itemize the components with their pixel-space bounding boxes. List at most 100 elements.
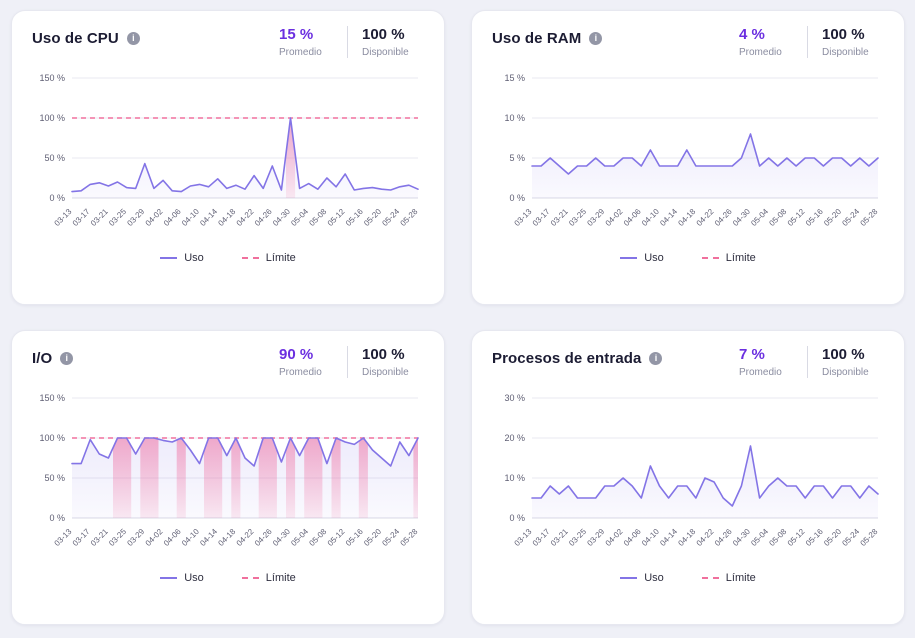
svg-text:04-06: 04-06 xyxy=(622,527,643,548)
promedio-label: Promedio xyxy=(739,47,782,58)
svg-text:04-18: 04-18 xyxy=(676,207,697,228)
svg-text:03-13: 03-13 xyxy=(53,527,74,548)
svg-text:05-24: 05-24 xyxy=(840,207,861,228)
svg-text:0 %: 0 % xyxy=(509,193,525,203)
legend-uso-label: Uso xyxy=(184,252,204,264)
svg-text:05-12: 05-12 xyxy=(326,527,347,548)
svg-text:0 %: 0 % xyxy=(509,513,525,523)
svg-text:05-08: 05-08 xyxy=(767,527,788,548)
chart-legend: Uso Límite xyxy=(32,248,424,268)
svg-text:05-20: 05-20 xyxy=(822,527,843,548)
svg-text:05-16: 05-16 xyxy=(804,207,825,228)
svg-text:03-13: 03-13 xyxy=(513,527,534,548)
legend-uso-label: Uso xyxy=(644,252,664,264)
svg-text:03-29: 03-29 xyxy=(125,207,146,228)
svg-text:04-10: 04-10 xyxy=(180,527,201,548)
svg-text:05-16: 05-16 xyxy=(344,207,365,228)
card-stats: 15 % Promedio 100 % Disponible xyxy=(279,26,424,58)
disponible-label: Disponible xyxy=(362,367,409,378)
svg-text:05-28: 05-28 xyxy=(399,527,420,548)
svg-text:05-20: 05-20 xyxy=(822,207,843,228)
svg-text:30 %: 30 % xyxy=(504,393,525,403)
card-stats: 7 % Promedio 100 % Disponible xyxy=(739,346,884,378)
legend-limite-label: Límite xyxy=(725,572,756,584)
promedio-label: Promedio xyxy=(739,367,782,378)
svg-text:04-30: 04-30 xyxy=(731,527,752,548)
info-icon[interactable]: i xyxy=(649,352,663,365)
svg-text:04-26: 04-26 xyxy=(713,527,734,548)
info-icon[interactable]: i xyxy=(589,32,603,45)
svg-text:03-29: 03-29 xyxy=(125,527,146,548)
svg-text:03-13: 03-13 xyxy=(53,207,74,228)
info-icon[interactable]: i xyxy=(60,352,74,365)
disponible-label: Disponible xyxy=(822,47,869,58)
card-stats: 90 % Promedio 100 % Disponible xyxy=(279,346,424,378)
disponible-value: 100 % xyxy=(362,346,405,363)
chart-card-ram: Uso de RAM i 4 % Promedio 100 % Disponib… xyxy=(471,10,905,305)
svg-text:04-18: 04-18 xyxy=(216,527,237,548)
svg-text:03-17: 03-17 xyxy=(71,527,92,548)
card-title: Procesos de entrada xyxy=(492,350,642,367)
svg-text:10 %: 10 % xyxy=(504,113,525,123)
svg-text:05-16: 05-16 xyxy=(344,527,365,548)
io-line-chart[interactable]: 0 % 50 % 100 % 150 % 03-13 03-17 03-21 03-25 03-… xyxy=(32,388,424,566)
svg-text:03-21: 03-21 xyxy=(89,207,110,228)
uso-line-sample xyxy=(620,257,638,259)
limite-line-sample xyxy=(241,257,259,259)
info-icon[interactable]: i xyxy=(126,32,140,45)
svg-text:04-10: 04-10 xyxy=(180,207,201,228)
card-header: I/O i 90 % Promedio 100 % Disponible xyxy=(32,346,424,378)
svg-text:04-30: 04-30 xyxy=(271,207,292,228)
svg-text:50 %: 50 % xyxy=(44,473,65,483)
uso-line-sample xyxy=(160,577,178,579)
legend-limite-label: Límite xyxy=(265,572,296,584)
chart-legend: Uso Límite xyxy=(32,568,424,588)
promedio-value: 4 % xyxy=(739,26,765,43)
svg-text:04-02: 04-02 xyxy=(144,527,165,548)
disponible-label: Disponible xyxy=(362,47,409,58)
svg-text:05-24: 05-24 xyxy=(840,527,861,548)
svg-text:150 %: 150 % xyxy=(39,393,65,403)
svg-text:05-28: 05-28 xyxy=(859,527,880,548)
svg-text:05-12: 05-12 xyxy=(786,527,807,548)
cpu-line-chart[interactable]: 0 % 50 % 100 % 150 % 03-13 03-17 03-21 03-25 03-… xyxy=(32,68,424,246)
svg-text:04-26: 04-26 xyxy=(713,207,734,228)
uso-line-sample xyxy=(620,577,638,579)
promedio-label: Promedio xyxy=(279,367,322,378)
svg-text:05-04: 05-04 xyxy=(289,207,310,228)
stat-divider xyxy=(347,26,348,58)
svg-text:100 %: 100 % xyxy=(39,113,65,123)
svg-text:05-12: 05-12 xyxy=(326,207,347,228)
svg-text:05-20: 05-20 xyxy=(362,207,383,228)
svg-text:04-30: 04-30 xyxy=(731,207,752,228)
svg-text:04-02: 04-02 xyxy=(144,207,165,228)
ram-line-chart[interactable]: 0 % 5 % 10 % 15 % 03-13 03-17 03-21 03-25 03-29 0… xyxy=(492,68,884,246)
svg-text:0 %: 0 % xyxy=(49,513,65,523)
svg-text:04-02: 04-02 xyxy=(604,527,625,548)
chart-legend: Uso Límite xyxy=(492,248,884,268)
svg-text:20 %: 20 % xyxy=(504,433,525,443)
svg-text:05-24: 05-24 xyxy=(380,207,401,228)
svg-text:05-08: 05-08 xyxy=(307,527,328,548)
svg-text:04-18: 04-18 xyxy=(676,527,697,548)
svg-text:05-04: 05-04 xyxy=(749,527,770,548)
promedio-value: 7 % xyxy=(739,346,765,363)
svg-text:04-22: 04-22 xyxy=(695,207,716,228)
procesos-line-chart[interactable]: 0 % 10 % 20 % 30 % 03-13 03-17 03-21 03-25 03-29… xyxy=(492,388,884,566)
svg-text:03-17: 03-17 xyxy=(71,207,92,228)
svg-text:05-08: 05-08 xyxy=(307,207,328,228)
svg-text:05-08: 05-08 xyxy=(767,207,788,228)
stat-divider xyxy=(807,346,808,378)
svg-text:04-22: 04-22 xyxy=(235,207,256,228)
svg-text:04-22: 04-22 xyxy=(695,527,716,548)
svg-text:05-16: 05-16 xyxy=(804,527,825,548)
svg-text:10 %: 10 % xyxy=(504,473,525,483)
svg-text:04-14: 04-14 xyxy=(198,527,219,548)
promedio-label: Promedio xyxy=(279,47,322,58)
svg-text:03-21: 03-21 xyxy=(549,527,570,548)
svg-text:03-29: 03-29 xyxy=(585,527,606,548)
svg-text:04-14: 04-14 xyxy=(658,527,679,548)
svg-text:04-30: 04-30 xyxy=(271,527,292,548)
legend-uso-label: Uso xyxy=(644,572,664,584)
svg-text:04-10: 04-10 xyxy=(640,527,661,548)
